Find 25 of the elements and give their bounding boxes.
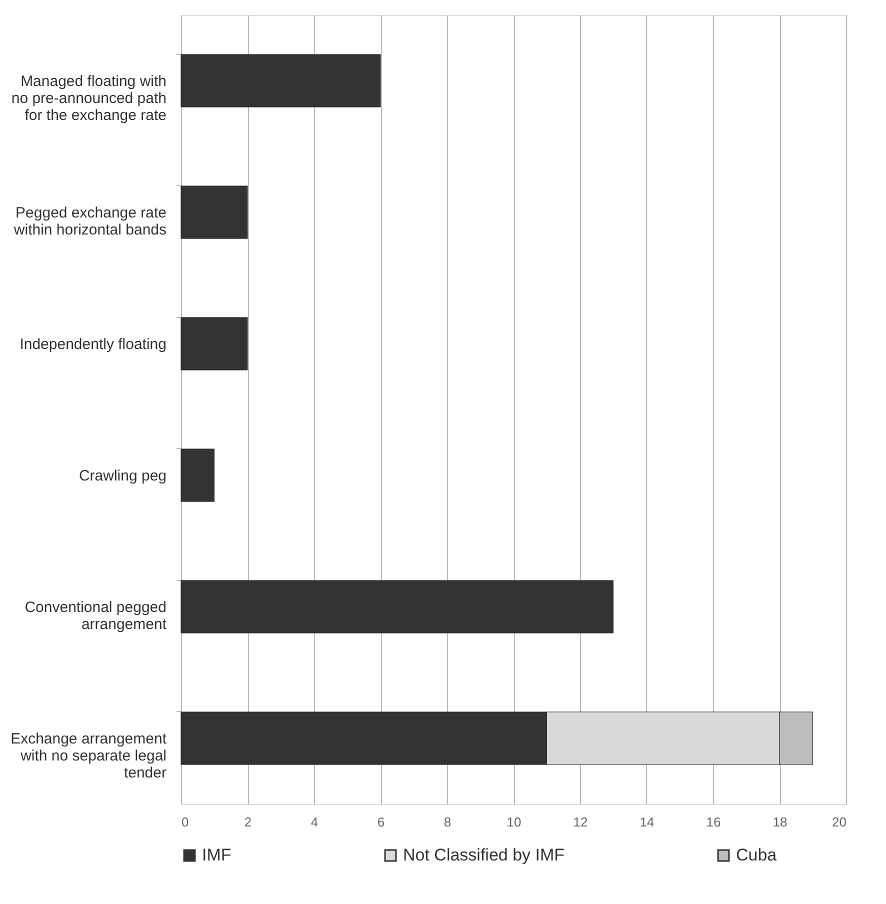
x-tick-label: 18 xyxy=(772,814,788,830)
y-tick-label: Managed floating with no pre-announced path for the exchange rate xyxy=(11,72,166,124)
legend-label: Not Classified by IMF xyxy=(403,846,565,865)
legend-label: IMF xyxy=(202,846,232,865)
bar xyxy=(180,186,248,239)
x-tick-label: 4 xyxy=(310,814,318,830)
x-tick-label: 20 xyxy=(832,814,846,830)
y-tick-label: Conventional pegged arrangement xyxy=(24,598,168,633)
x-tick-label: 0 xyxy=(182,814,189,830)
bar xyxy=(180,317,248,370)
x-tick-label: 14 xyxy=(640,814,654,830)
y-tick-label: Independently floating xyxy=(20,336,166,353)
legend-label: Cuba xyxy=(736,846,778,865)
x-tick-label: 2 xyxy=(244,814,252,830)
bar xyxy=(180,54,381,108)
x-tick-label: 12 xyxy=(573,814,588,830)
bar xyxy=(180,580,614,634)
bar xyxy=(180,448,214,502)
x-tick-label: 6 xyxy=(377,814,385,830)
x-tick-label: 8 xyxy=(444,814,452,830)
x-tick-label: 16 xyxy=(706,814,721,830)
x-tick-label: 10 xyxy=(506,814,522,830)
y-tick-label: Crawling peg xyxy=(78,467,166,484)
y-tick-label: Exchange arrangement with no separate legal tender xyxy=(10,730,168,782)
y-tick-label: Pegged exchange rate within horizontal bands xyxy=(12,204,166,238)
